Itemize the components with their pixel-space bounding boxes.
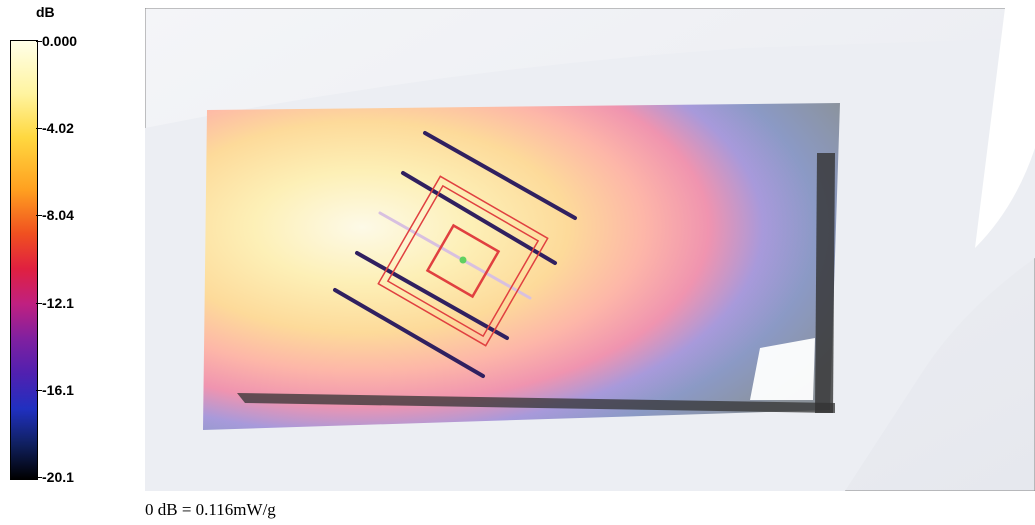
colorbar-tick [36, 302, 42, 304]
colorbar-tick-label: -4.02 [42, 120, 74, 137]
colorbar-tick-label: -20.1 [42, 469, 74, 485]
3d-view [145, 8, 1035, 491]
colorbar-tick [36, 41, 42, 42]
sar-surface [203, 103, 840, 430]
colorbar-tick-label: -16.1 [42, 381, 74, 398]
colorbar [10, 40, 38, 480]
colorbar-tick-label: 0.000 [42, 33, 78, 49]
colorbar-tick [36, 128, 42, 130]
frame-edge [237, 393, 835, 413]
antenna [333, 131, 577, 378]
colorbar-tick [36, 477, 42, 478]
colorbar-tick [36, 215, 42, 217]
surface-cutout [750, 338, 815, 400]
colorbar-unit: dB [36, 4, 55, 20]
frame-edge [815, 153, 835, 413]
colorbar-tick-label: -8.04 [42, 207, 74, 224]
colorbar-tick-label: -12.1 [42, 294, 74, 311]
colorbar-tick [36, 389, 42, 391]
phantom-edge [975, 8, 1035, 248]
caption: 0 dB = 0.116mW/g [145, 500, 276, 519]
